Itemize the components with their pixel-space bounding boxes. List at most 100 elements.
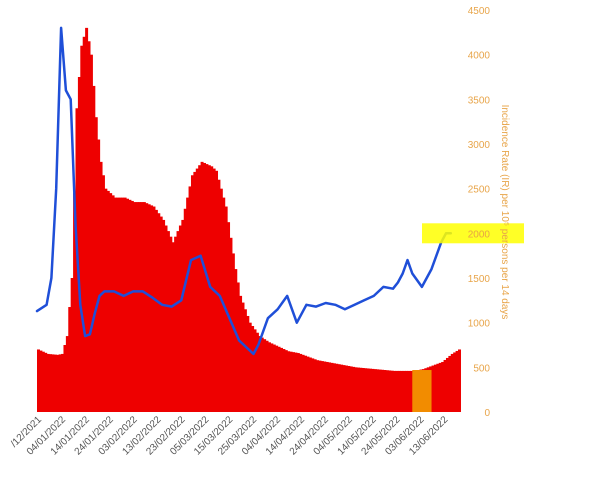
bar bbox=[316, 360, 320, 412]
bar bbox=[373, 369, 377, 412]
highlight-bar bbox=[412, 370, 432, 412]
bar bbox=[128, 199, 132, 412]
bar bbox=[169, 236, 173, 412]
y-tick-label: 3500 bbox=[468, 95, 491, 106]
bar bbox=[267, 342, 271, 412]
bar bbox=[270, 343, 274, 412]
bar bbox=[378, 369, 382, 412]
bar bbox=[436, 363, 440, 412]
y-tick-label: 500 bbox=[473, 363, 490, 374]
bar bbox=[234, 269, 238, 412]
bar bbox=[342, 365, 346, 412]
bar bbox=[361, 368, 365, 412]
bar bbox=[453, 352, 457, 412]
bar bbox=[397, 370, 401, 412]
bar bbox=[190, 175, 194, 412]
bar bbox=[188, 186, 192, 412]
bar bbox=[306, 356, 310, 412]
bar bbox=[121, 197, 125, 412]
bar bbox=[445, 357, 449, 412]
bar bbox=[265, 340, 269, 412]
bar bbox=[458, 349, 461, 412]
series-line bbox=[35, 26, 453, 356]
y-tick-label: 1500 bbox=[468, 274, 491, 285]
bar bbox=[366, 368, 370, 412]
bar bbox=[253, 329, 257, 412]
bar bbox=[150, 205, 154, 412]
bar bbox=[450, 353, 454, 412]
bar bbox=[65, 336, 69, 412]
bar bbox=[448, 355, 452, 412]
y-tick-label: 2500 bbox=[468, 185, 491, 196]
bar bbox=[44, 352, 48, 412]
bar bbox=[308, 357, 312, 412]
y-axis-right: 0 500 1000 1500 2000 2500 3000 3500 4000 4500 bbox=[468, 6, 491, 419]
bar bbox=[164, 225, 168, 412]
bar bbox=[246, 315, 250, 412]
bar bbox=[356, 367, 360, 412]
bar bbox=[159, 216, 163, 412]
bar bbox=[174, 236, 178, 412]
bar bbox=[294, 352, 298, 412]
bar bbox=[368, 368, 372, 412]
bar bbox=[400, 370, 404, 412]
bar bbox=[320, 361, 324, 412]
bar bbox=[344, 365, 348, 412]
bar bbox=[178, 225, 182, 412]
bar bbox=[195, 168, 199, 412]
bar bbox=[154, 209, 158, 412]
bar bbox=[126, 198, 129, 412]
bar bbox=[202, 162, 206, 412]
bar bbox=[287, 351, 291, 412]
bar bbox=[402, 370, 406, 412]
bar bbox=[405, 370, 409, 412]
bar bbox=[142, 202, 146, 412]
bar bbox=[116, 197, 120, 412]
bar bbox=[46, 353, 50, 412]
y-tick-label: 4000 bbox=[468, 51, 491, 62]
bar bbox=[376, 369, 380, 412]
bar bbox=[441, 361, 445, 412]
bar bbox=[349, 366, 353, 412]
bar bbox=[332, 363, 336, 412]
bar bbox=[263, 339, 267, 412]
bar bbox=[258, 336, 262, 412]
bar bbox=[58, 354, 62, 412]
bar bbox=[385, 370, 389, 412]
bar bbox=[243, 309, 247, 412]
bar bbox=[147, 204, 151, 412]
y-tick-label: 0 bbox=[484, 408, 490, 419]
bar bbox=[359, 367, 363, 412]
highlight-marker: 2000 bbox=[422, 223, 524, 244]
bar bbox=[205, 164, 209, 412]
bar bbox=[272, 344, 276, 412]
bar bbox=[198, 165, 202, 412]
bar bbox=[231, 253, 235, 412]
bar bbox=[87, 41, 91, 413]
bar bbox=[207, 165, 211, 412]
bar bbox=[61, 353, 65, 412]
highlight-marker-box bbox=[422, 223, 524, 244]
bar bbox=[299, 353, 303, 412]
bar bbox=[85, 27, 89, 413]
bar bbox=[433, 364, 437, 412]
bar bbox=[229, 237, 233, 412]
bar bbox=[41, 351, 45, 412]
bar bbox=[330, 362, 334, 412]
bar bbox=[80, 45, 84, 412]
bar bbox=[248, 322, 252, 412]
bar bbox=[311, 358, 315, 412]
bar bbox=[364, 368, 368, 412]
bar bbox=[388, 370, 392, 412]
bar bbox=[106, 190, 110, 412]
bar bbox=[284, 350, 288, 412]
bars-layer bbox=[37, 27, 461, 413]
bar bbox=[301, 354, 305, 412]
bar bbox=[318, 360, 322, 412]
bar bbox=[53, 354, 57, 412]
bar bbox=[323, 361, 327, 412]
bar bbox=[337, 364, 341, 412]
bar bbox=[200, 161, 204, 412]
bar bbox=[152, 206, 156, 412]
y-tick-label: 4500 bbox=[468, 6, 491, 17]
